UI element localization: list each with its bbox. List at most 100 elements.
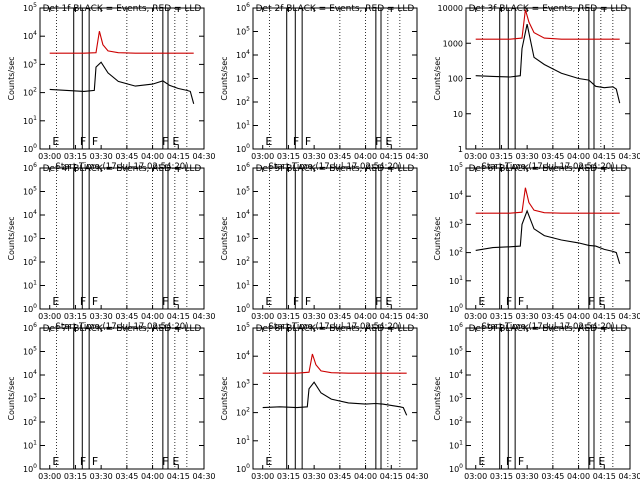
y-tick-label: 104 (236, 209, 250, 220)
x-tick-label: 03:15 (64, 312, 87, 321)
x-tick-label: 03:45 (541, 152, 564, 161)
x-tick-label: 04:15 (593, 472, 616, 480)
y-tick-label: 100 (23, 143, 37, 154)
x-tick-label: 03:45 (115, 152, 138, 161)
panel-title: Det 8f BLACK = Events, RED = LLD (256, 324, 415, 334)
marker-letter: F (506, 455, 512, 468)
x-tick-label: 04:15 (167, 472, 190, 480)
x-tick-label: 03:15 (490, 152, 513, 161)
marker-letter: F (305, 135, 311, 148)
x-tick-label: 03:45 (541, 472, 564, 480)
marker-letter: F (80, 295, 86, 308)
x-tick-label: 03:30 (303, 472, 326, 480)
y-tick-label: 101 (23, 280, 37, 291)
x-tick-label: 03:00 (251, 472, 274, 480)
y-tick-label: 104 (236, 350, 250, 361)
marker-letter: E (478, 455, 485, 468)
detector-panel: 03:00 03:15 03:30 03:45 04:00 04:15 04:30 100 10… (220, 322, 429, 480)
detector-panel: 03:00 03:15 03:30 03:45 04:00 04:15 04:30 1 10 10… (433, 4, 640, 172)
y-tick-label: 103 (449, 393, 463, 404)
x-tick-label: 03:00 (38, 472, 61, 480)
marker-letter: E (478, 295, 485, 308)
x-tick-label: 03:15 (490, 472, 513, 480)
plot-frame (252, 167, 418, 310)
marker-letter: E (172, 135, 179, 148)
y-tick-label: 104 (23, 209, 37, 220)
x-tick-label: 03:30 (516, 312, 539, 321)
panel-title: Det 7f BLACK = Events, RED = LLD (43, 324, 202, 334)
y-tick-label: 105 (23, 346, 37, 357)
detector-panel: 03:00 03:15 03:30 03:45 04:00 04:15 04:30 100 10… (7, 322, 216, 480)
y-tick-label: 102 (23, 87, 37, 98)
y-tick-label: 101 (449, 275, 463, 286)
x-tick-label: 03:30 (516, 472, 539, 480)
marker-letter: F (92, 135, 98, 148)
plot-frame (252, 7, 418, 150)
x-tick-label: 04:00 (567, 152, 590, 161)
x-tick-label: 03:45 (541, 312, 564, 321)
y-tick-label: 105 (236, 186, 250, 197)
panel-title: Det 1f BLACK = Events, RED = LLD (43, 4, 202, 14)
panel-title: Det 5f BLACK = Events, RED = LLD (256, 164, 415, 174)
events-series-line (475, 209, 621, 264)
y-axis-label: Counts/sec (433, 216, 442, 260)
y-tick-label: 101 (23, 440, 37, 451)
events-series-line (49, 61, 195, 104)
marker-letter: E (385, 135, 392, 148)
y-tick-label: 101 (236, 120, 250, 131)
x-axis-label: Start Time (17-Jul-17 02:54:20) (482, 162, 615, 172)
y-tick-label: 102 (23, 416, 37, 427)
y-tick-label: 103 (23, 58, 37, 69)
x-tick-label: 04:30 (405, 152, 428, 161)
marker-letter: F (518, 295, 524, 308)
panel-title: Det 3f BLACK = Events, RED = LLD (469, 4, 628, 14)
marker-letter: F (92, 455, 98, 468)
marker-letter: F (375, 295, 381, 308)
y-tick-label: 103 (236, 233, 250, 244)
y-tick-label: 102 (236, 407, 250, 418)
panel-title: Det 2f BLACK = Events, RED = LLD (256, 4, 415, 14)
x-axis-label: Start Time (17-Jul-17 02:54:20) (56, 322, 189, 332)
x-tick-label: 04:15 (167, 312, 190, 321)
x-tick-label: 03:30 (303, 312, 326, 321)
x-tick-label: 04:00 (354, 152, 377, 161)
y-tick-label: 100 (23, 463, 37, 474)
y-tick-label: 102 (236, 256, 250, 267)
plot-frame (465, 7, 631, 150)
panel-title: Det 9f BLACK = Events, RED = LLD (469, 324, 628, 334)
x-tick-label: 03:15 (277, 312, 300, 321)
plot-frame (39, 167, 205, 310)
y-tick-label: 100 (449, 303, 463, 314)
marker-letter: F (588, 455, 594, 468)
lld-series-line (49, 31, 194, 54)
marker-letter: E (385, 295, 392, 308)
x-tick-label: 04:15 (167, 152, 190, 161)
y-axis-label: Counts/sec (220, 376, 229, 420)
marker-letter: F (375, 135, 381, 148)
lld-series-line (475, 9, 620, 40)
y-tick-label: 101 (449, 440, 463, 451)
x-axis-label: Start Time (17-Jul-17 02:54:20) (56, 162, 189, 172)
x-tick-label: 03:00 (464, 472, 487, 480)
y-tick-label: 100 (236, 303, 250, 314)
y-tick-label: 101 (23, 115, 37, 126)
panel-title: Det 4f BLACK = Events, RED = LLD (43, 164, 202, 174)
detector-panel: 03:00 03:15 03:30 03:45 04:00 04:15 04:30 100 10… (7, 2, 216, 172)
marker-letter: F (92, 295, 98, 308)
x-axis-label: Start Time (17-Jul-17 02:54:20) (269, 162, 402, 172)
x-tick-label: 03:00 (38, 312, 61, 321)
x-axis-label: Start Time (17-Jul-17 02:54:20) (269, 322, 402, 332)
x-tick-label: 04:00 (141, 472, 164, 480)
x-tick-label: 03:15 (64, 472, 87, 480)
x-tick-label: 03:00 (464, 152, 487, 161)
y-axis-label: Counts/sec (433, 376, 442, 420)
marker-letter: F (588, 295, 594, 308)
y-tick-label: 106 (236, 2, 250, 13)
y-tick-label: 106 (23, 322, 37, 333)
y-tick-label: 103 (449, 218, 463, 229)
y-tick-label: 106 (449, 322, 463, 333)
y-tick-label: 1000 (443, 39, 463, 48)
x-tick-label: 04:15 (380, 312, 403, 321)
y-tick-label: 104 (23, 369, 37, 380)
